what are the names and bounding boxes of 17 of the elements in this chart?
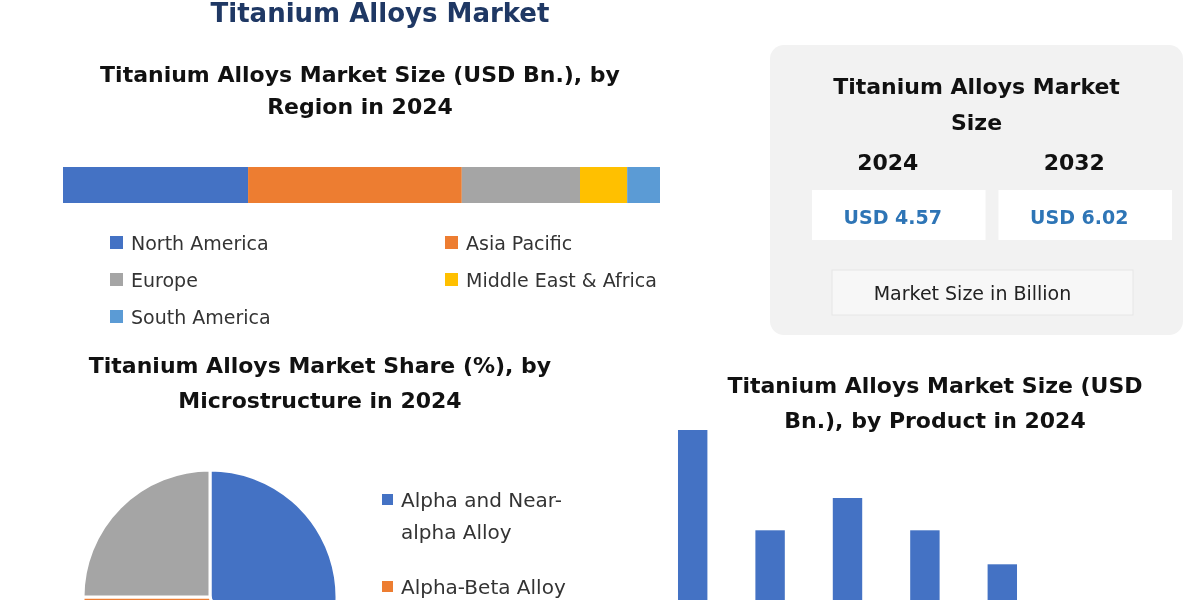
- text: Market Size in Billion: [873, 282, 1072, 304]
- text: Titanium Alloys Market Size: [833, 74, 1121, 135]
- chart-title: Titanium Alloys Market Size (USD Bn.), by Product in 2024: [727, 373, 1143, 433]
- legend-label: Europe: [131, 269, 198, 291]
- legend-label: South America: [131, 306, 271, 328]
- legend-label: Middle East & Africa: [466, 269, 657, 291]
- category-label: 2032: [1043, 150, 1105, 175]
- chart-subtitle: Titanium Alloys Market Size (USD Bn.), by Region in 2024: [100, 62, 620, 119]
- chart-title: Titanium Alloys Market: [210, 0, 550, 28]
- chart-title: Titanium Alloys Market Share (%), by Microstructure in 2024: [88, 353, 552, 413]
- legend-label: North America: [131, 232, 269, 254]
- text: USD 6.02: [1030, 206, 1129, 228]
- category-label: 2024: [857, 150, 919, 175]
- legend-label: Alpha and Near-alpha Alloy: [401, 488, 562, 544]
- legend-label: Alpha-Beta Alloy: [401, 575, 566, 599]
- text: USD 4.57: [843, 206, 942, 228]
- legend-label: Asia Pacific: [466, 232, 573, 254]
